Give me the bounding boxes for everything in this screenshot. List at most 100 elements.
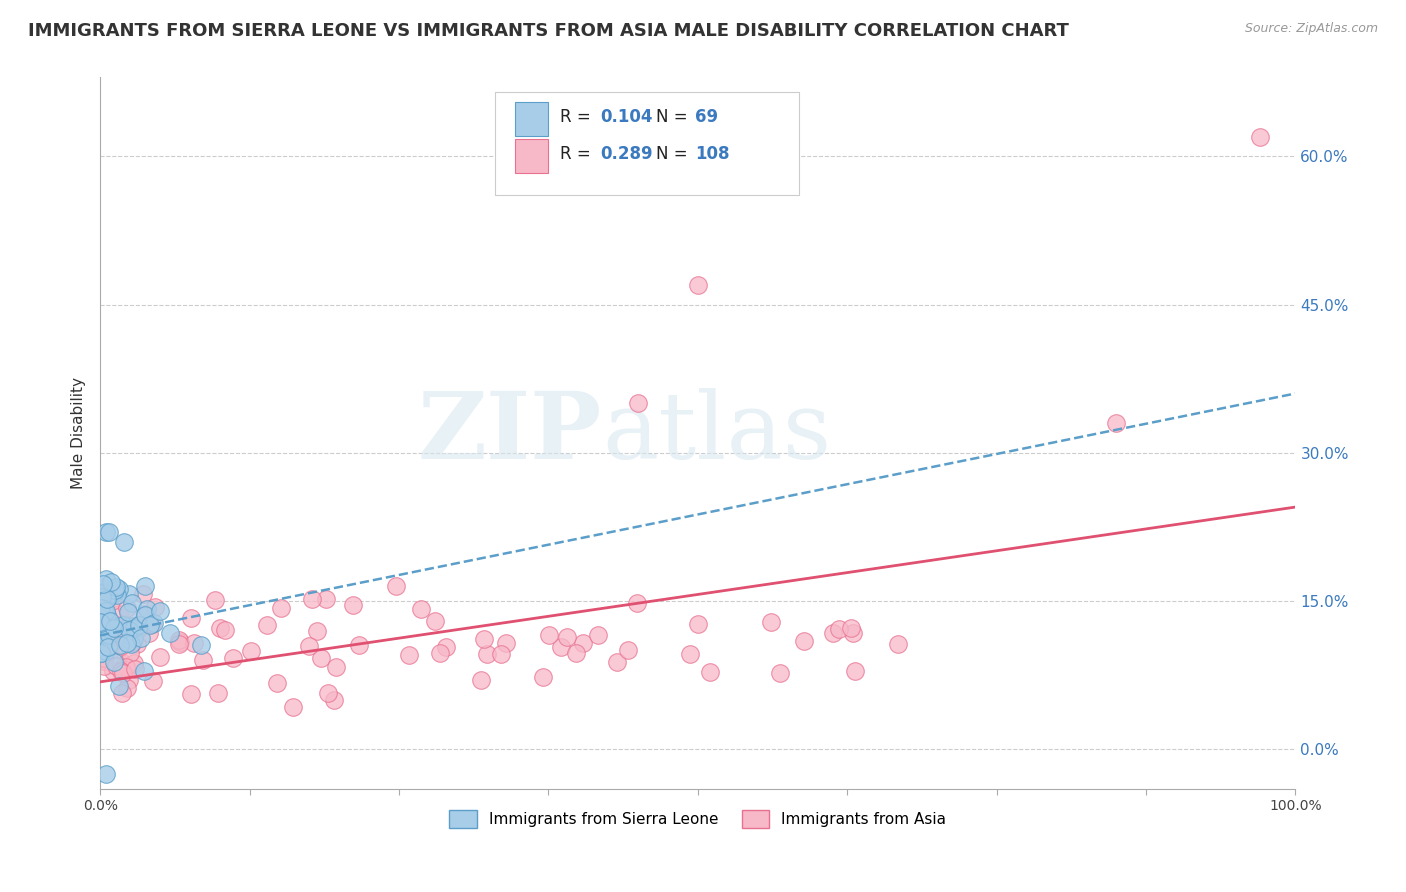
Point	[90, 646, 112, 660]
Point	[98, 525, 121, 540]
Point	[550, 640, 572, 655]
Point	[91, 632, 114, 647]
Point	[411, 602, 433, 616]
Point	[398, 648, 420, 662]
Point	[297, 639, 319, 653]
Point	[90, 632, 112, 646]
Point	[128, 617, 150, 632]
Point	[793, 633, 815, 648]
Point	[384, 579, 406, 593]
Point	[323, 692, 346, 706]
Point	[1249, 129, 1271, 144]
Point	[325, 660, 347, 674]
Point	[98, 628, 121, 642]
Point	[134, 608, 156, 623]
Point	[108, 582, 131, 596]
Point	[97, 590, 120, 604]
Text: 0.104: 0.104	[600, 108, 652, 126]
Legend: Immigrants from Sierra Leone, Immigrants from Asia: Immigrants from Sierra Leone, Immigrants…	[443, 805, 952, 834]
Point	[90, 601, 112, 615]
Point	[104, 582, 127, 597]
Point	[97, 635, 120, 649]
Point	[94, 604, 117, 618]
Point	[111, 686, 134, 700]
Point	[122, 635, 145, 649]
Point	[98, 622, 121, 636]
Point	[134, 579, 156, 593]
Point	[94, 766, 117, 780]
Point	[557, 630, 579, 644]
Point	[821, 625, 844, 640]
Text: N =: N =	[657, 145, 693, 162]
Point	[180, 687, 202, 701]
FancyBboxPatch shape	[495, 92, 800, 194]
Point	[606, 655, 628, 669]
Point	[101, 586, 124, 600]
Point	[118, 673, 141, 688]
Point	[117, 605, 139, 619]
Point	[90, 646, 112, 660]
Point	[141, 616, 163, 631]
Point	[117, 619, 139, 633]
Point	[132, 664, 155, 678]
Text: R =: R =	[561, 108, 596, 126]
Point	[115, 660, 138, 674]
Point	[94, 524, 117, 539]
Point	[270, 601, 292, 615]
Point	[90, 614, 112, 628]
Point	[301, 591, 323, 606]
Point	[112, 534, 135, 549]
Point	[316, 686, 339, 700]
Point	[699, 665, 721, 679]
Text: N =: N =	[657, 108, 693, 126]
Point	[626, 596, 648, 610]
Point	[94, 644, 117, 658]
Y-axis label: Male Disability: Male Disability	[72, 377, 86, 489]
Point	[93, 602, 115, 616]
Point	[105, 588, 128, 602]
Point	[90, 624, 112, 638]
Point	[429, 646, 451, 660]
Point	[128, 621, 150, 635]
Point	[97, 640, 120, 654]
Point	[769, 665, 792, 680]
Point	[114, 657, 136, 671]
FancyBboxPatch shape	[515, 139, 548, 173]
Point	[91, 634, 114, 648]
Point	[470, 673, 492, 687]
Point	[96, 592, 118, 607]
Point	[180, 611, 202, 625]
Point	[120, 646, 142, 660]
Point	[118, 624, 141, 638]
Point	[115, 681, 138, 696]
Point	[183, 635, 205, 649]
Point	[138, 626, 160, 640]
Point	[886, 637, 908, 651]
Text: IMMIGRANTS FROM SIERRA LEONE VS IMMIGRANTS FROM ASIA MALE DISABILITY CORRELATION: IMMIGRANTS FROM SIERRA LEONE VS IMMIGRAN…	[28, 22, 1069, 40]
Point	[686, 277, 709, 292]
Point	[169, 637, 191, 651]
Point	[204, 592, 226, 607]
Point	[127, 637, 149, 651]
Point	[96, 589, 118, 603]
Point	[93, 618, 115, 632]
Point	[214, 623, 236, 637]
Point	[122, 657, 145, 671]
Point	[531, 670, 554, 684]
Point	[91, 610, 114, 624]
Point	[101, 594, 124, 608]
Point	[423, 614, 446, 628]
Point	[100, 574, 122, 589]
Point	[94, 572, 117, 586]
Point	[93, 658, 115, 673]
Point	[537, 628, 560, 642]
Point	[115, 601, 138, 615]
Point	[103, 664, 125, 678]
Point	[132, 587, 155, 601]
Point	[107, 632, 129, 646]
Point	[207, 686, 229, 700]
Point	[266, 676, 288, 690]
Point	[97, 614, 120, 628]
Point	[149, 650, 172, 665]
Point	[96, 639, 118, 653]
